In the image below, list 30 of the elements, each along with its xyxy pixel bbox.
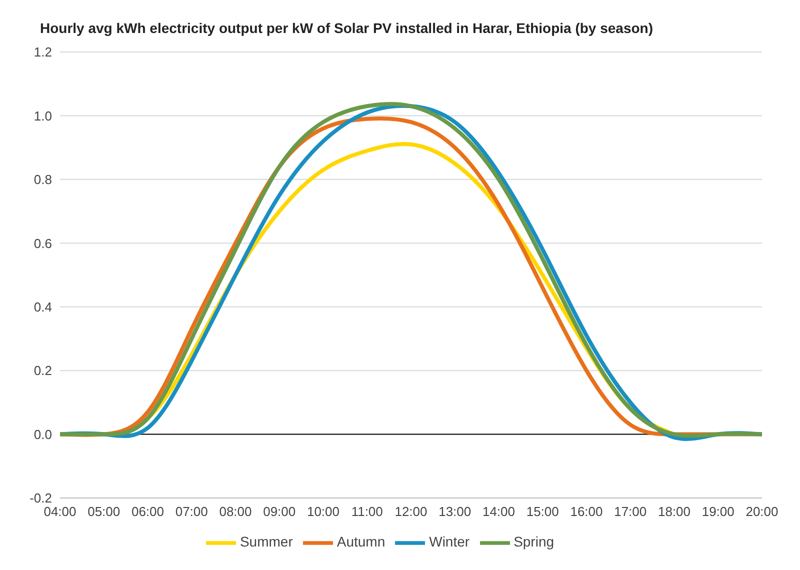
legend-label: Autumn (336, 534, 386, 550)
y-tick-label: 0.2 (34, 363, 52, 378)
x-tick-label: 06:00 (131, 504, 164, 519)
x-tick-label: 18:00 (658, 504, 691, 519)
x-tick-label: 14:00 (482, 504, 516, 519)
x-tick-label: 11:00 (351, 504, 383, 519)
x-tick-label: 07:00 (175, 504, 208, 519)
y-tick-label: 1.2 (34, 44, 52, 60)
y-tick-label: 0.6 (34, 236, 52, 251)
x-tick-label: 12:00 (394, 504, 428, 519)
y-tick-label: 0.8 (34, 172, 52, 188)
y-tick-label: 0.0 (34, 426, 52, 442)
legend-label: Winter (429, 534, 470, 550)
x-tick-label: 10:00 (306, 504, 340, 519)
x-tick-label: 17:00 (614, 504, 647, 519)
x-tick-label: 15:00 (526, 504, 559, 519)
legend-label: Summer (240, 534, 293, 550)
x-tick-label: 19:00 (702, 504, 734, 519)
y-tick-label: 0.4 (34, 299, 52, 314)
x-tick-label: 20:00 (746, 504, 778, 519)
x-tick-label: 13:00 (438, 504, 472, 519)
y-tick-label: 1.0 (34, 108, 52, 124)
x-tick-label: 05:00 (88, 504, 120, 519)
legend-label: Spring (514, 534, 554, 550)
x-tick-label: 16:00 (570, 504, 603, 519)
x-tick-label: 08:00 (219, 504, 252, 519)
x-tick-label: 09:00 (263, 504, 296, 519)
chart-title: Hourly avg kWh electricity output per kW of Solar PV installed in Harar, Ethiopia (by season) (39, 19, 654, 38)
y-tick-label: -0.2 (30, 490, 52, 506)
x-tick-label: 04:00 (44, 504, 76, 519)
